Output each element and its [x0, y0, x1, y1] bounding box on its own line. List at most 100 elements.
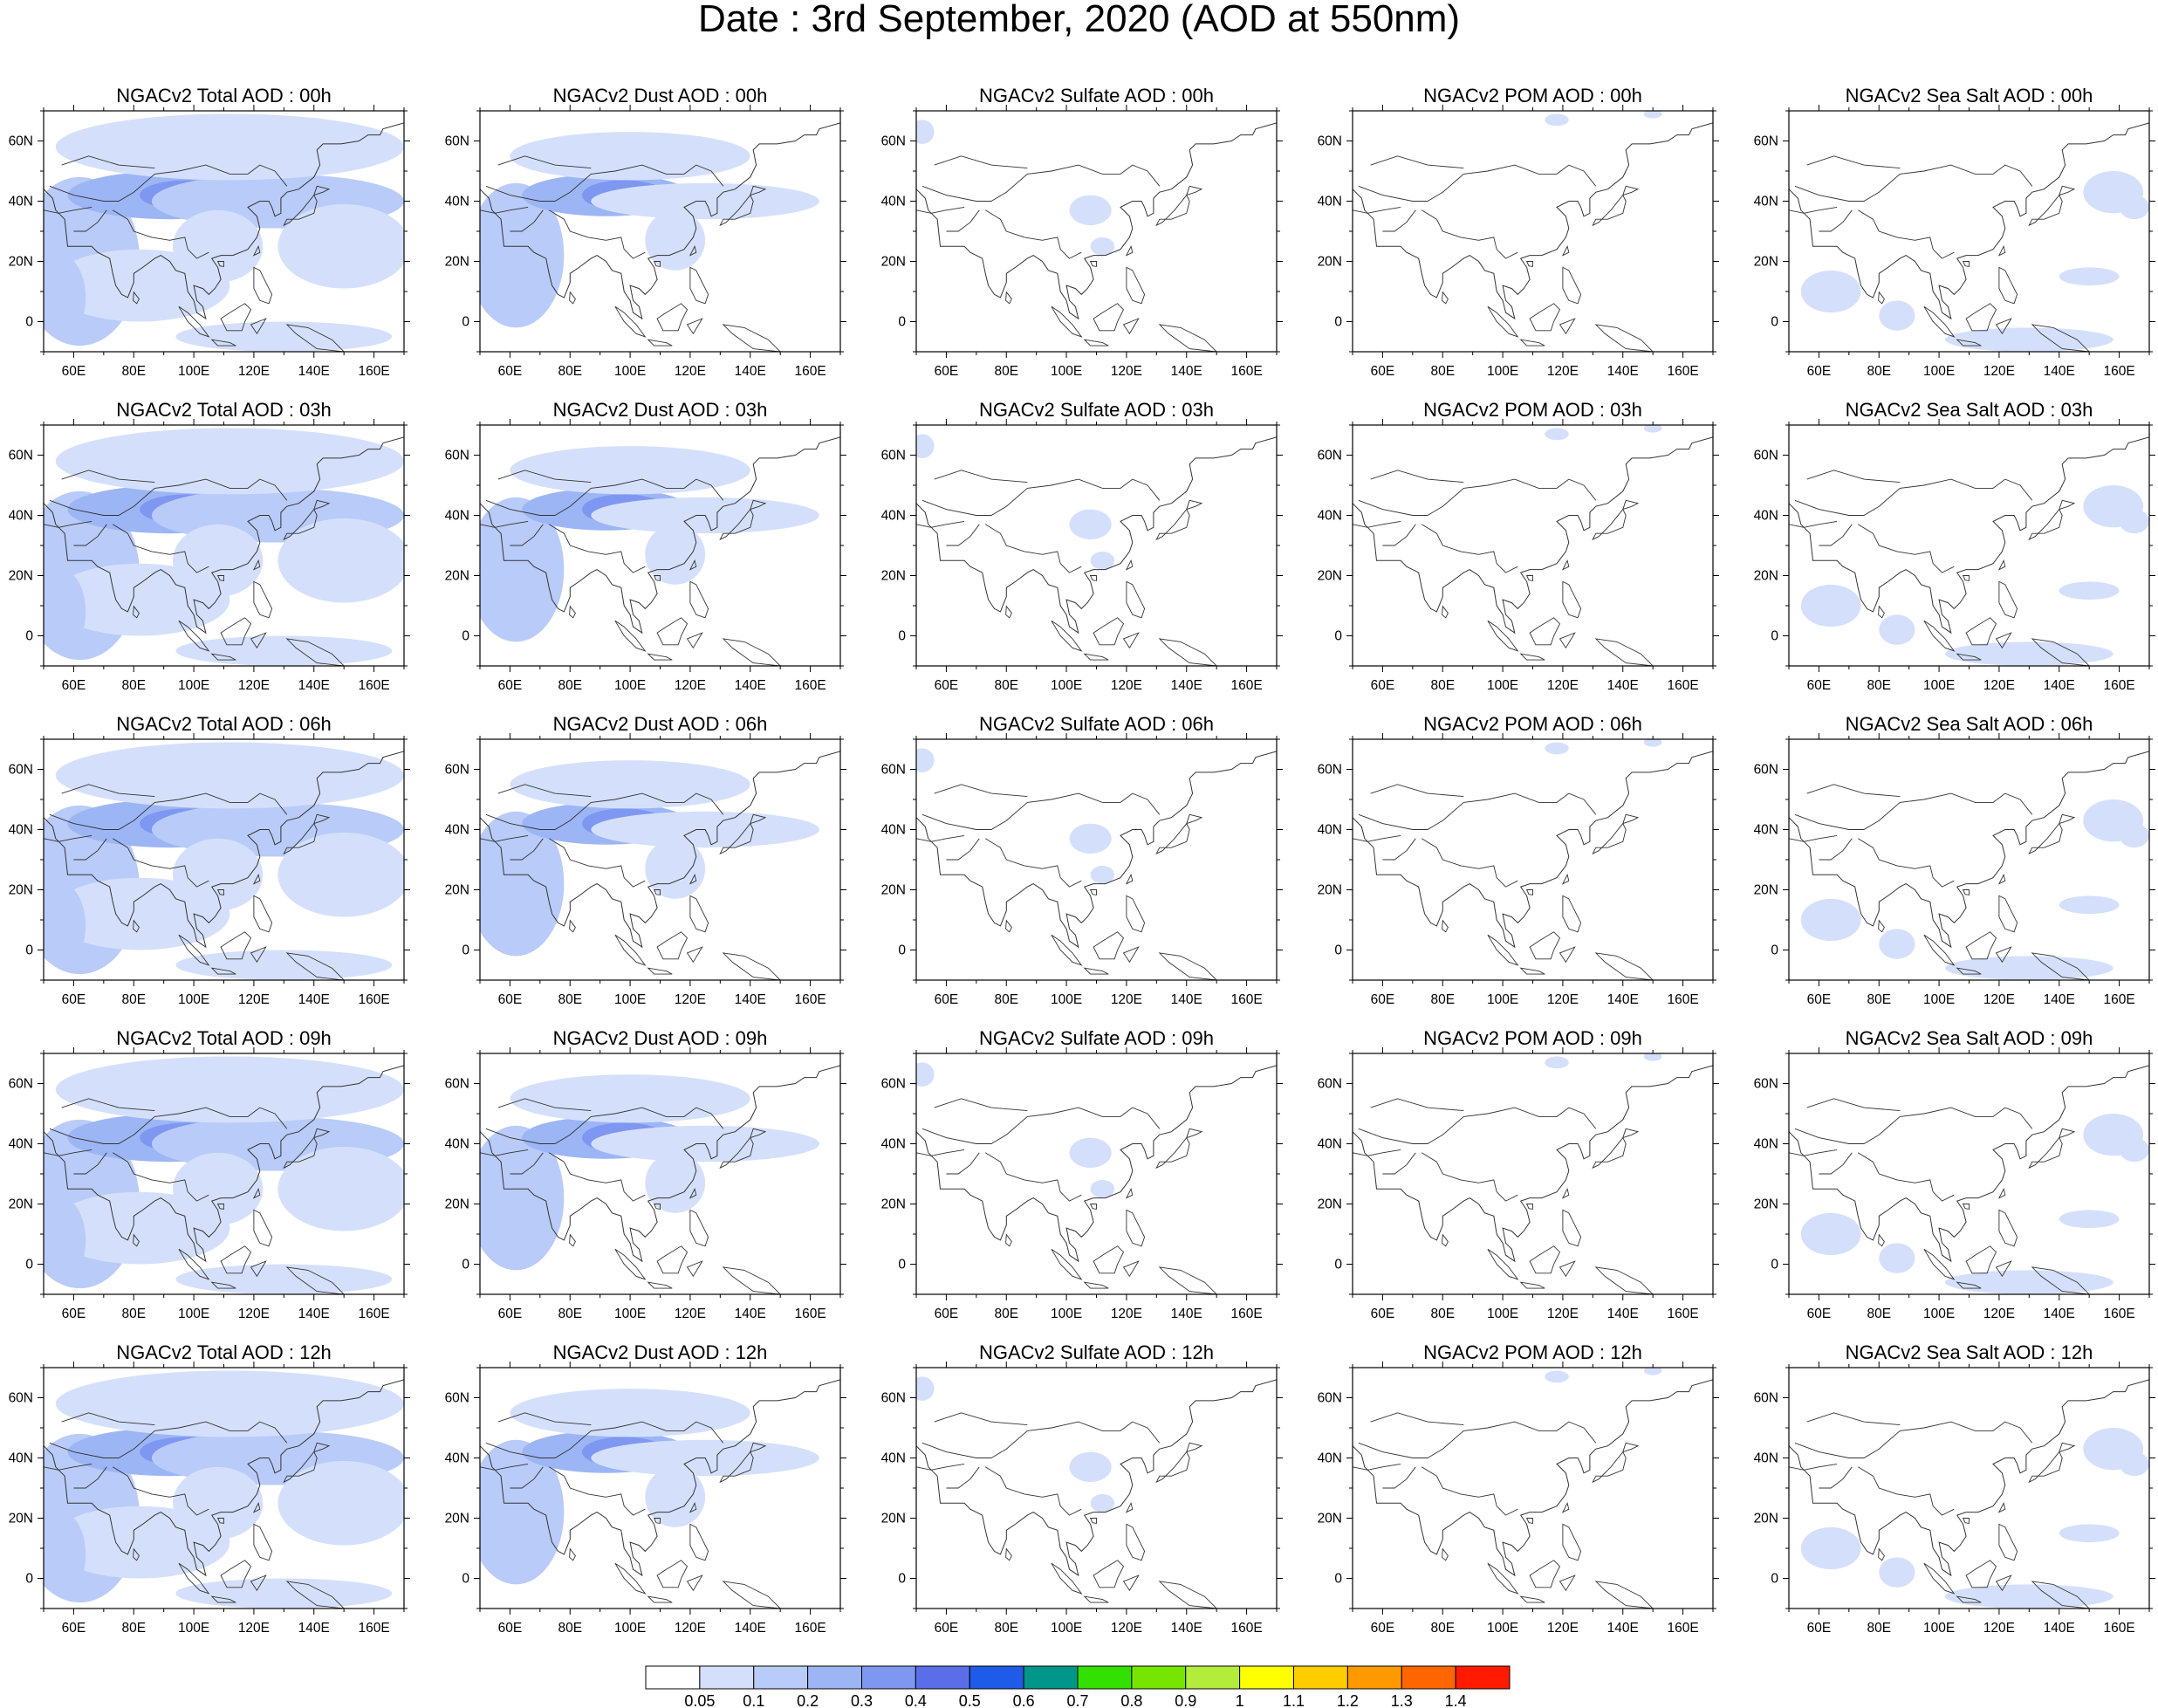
island-outline [1559, 1574, 1576, 1592]
lon-tick-label: 160E [358, 364, 389, 379]
country-border [548, 1152, 646, 1202]
lat-tick-label: 40N [9, 1137, 33, 1152]
lon-tick-label: 80E [121, 364, 146, 379]
lon-tick-label: 100E [178, 364, 209, 379]
island-outline [250, 1574, 267, 1592]
map-panel: NGACv2 Total AOD : 09h 60N 40N 20N 0 60E 80E 10… [9, 1027, 410, 1321]
panel-title: NGACv2 Sulfate AOD : 06h [979, 713, 1214, 735]
island-outline [1093, 931, 1125, 960]
island-outline [178, 620, 210, 652]
lon-tick-label: 80E [1430, 992, 1455, 1007]
lat-tick-label: 60N [881, 134, 906, 149]
lon-tick-label: 100E [1051, 1621, 1082, 1636]
island-outline [1965, 1560, 1997, 1588]
lon-tick-label: 140E [1171, 1307, 1202, 1321]
island-outline [1186, 1128, 1203, 1139]
colorbar-label: 1.1 [1283, 1692, 1305, 1708]
country-border [1353, 1149, 1401, 1156]
island-outline [1997, 559, 2006, 571]
coastline [44, 1065, 404, 1263]
map-background [916, 739, 1277, 980]
island-outline [252, 1188, 261, 1199]
lon-tick-label: 140E [2044, 1621, 2075, 1636]
island-outline [1089, 261, 1097, 267]
island-outline [1093, 1245, 1125, 1274]
country-border [1857, 1152, 1955, 1202]
island-outline [1562, 266, 1582, 305]
aod-region [175, 1264, 393, 1294]
country-border [946, 1152, 980, 1175]
island-outline [253, 580, 273, 619]
island-outline [2028, 508, 2063, 541]
colorbar-box [1131, 1665, 1187, 1690]
country-border [1370, 155, 1464, 169]
aod-field [1789, 1368, 2149, 1609]
lon-tick-label: 140E [298, 678, 330, 693]
lat-tick-label: 0 [25, 1572, 33, 1587]
island-outline [216, 1518, 224, 1524]
country-border [916, 520, 965, 528]
lon-tick-label: 120E [1983, 1621, 2015, 1636]
lon-tick-label: 80E [994, 992, 1018, 1007]
island-outline [2028, 1451, 2063, 1484]
country-border [112, 1152, 209, 1202]
lat-tick-label: 60N [445, 134, 469, 149]
island-outline [220, 931, 252, 960]
lon-tick-label: 80E [994, 678, 1018, 693]
map-panel: NGACv2 Sea Salt AOD : 00h 60N 40N 20N 0 60E 80… [1754, 85, 2155, 379]
island-outline [1529, 617, 1561, 646]
island-outline [719, 822, 754, 855]
lat-tick-label: 40N [445, 823, 469, 838]
coastline [480, 1065, 840, 1263]
lon-tick-label: 120E [238, 1307, 270, 1321]
aod-region [1944, 327, 2113, 352]
island-outline [1126, 1523, 1146, 1561]
lat-tick-label: 0 [1334, 629, 1342, 644]
map-panel: NGACv2 POM AOD : 09h 60N 40N 20N 0 60E 80E 100E… [1318, 1027, 1719, 1321]
lat-tick-label: 40N [445, 509, 469, 524]
aod-region [1800, 1212, 1861, 1256]
lon-tick-label: 60E [935, 678, 959, 693]
colorbar-box [861, 1665, 916, 1690]
lat-tick-label: 40N [445, 1451, 469, 1466]
island-outline [1923, 1562, 1956, 1595]
country-border [61, 1098, 155, 1112]
country-border [510, 1466, 544, 1489]
aod-region [1069, 1137, 1112, 1169]
lat-tick-label: 40N [445, 1137, 469, 1152]
island-outline [1487, 620, 1519, 652]
lon-tick-label: 60E [62, 364, 86, 379]
coastline [1353, 122, 1713, 320]
aod-region [2059, 895, 2120, 915]
lon-tick-label: 100E [178, 1307, 209, 1321]
aod-region [1069, 823, 1112, 854]
island-outline [1878, 1547, 1885, 1561]
aod-field [1353, 1368, 1713, 1609]
island-outline [1561, 559, 1570, 571]
aod-region [1944, 1270, 2113, 1294]
colorbar-box [915, 1665, 970, 1690]
lat-tick-label: 60N [1318, 449, 1342, 463]
map-background [1789, 739, 2149, 980]
island-outline [133, 919, 140, 933]
country-border [112, 1466, 209, 1516]
island-outline [569, 1547, 576, 1561]
lon-tick-label: 140E [735, 1307, 766, 1321]
island-outline [178, 1562, 210, 1595]
island-outline [178, 1248, 210, 1280]
country-border [1358, 164, 1597, 202]
country-border [73, 838, 107, 861]
island-outline [1559, 1260, 1576, 1278]
country-border [510, 524, 544, 546]
lat-tick-label: 40N [1318, 195, 1342, 209]
panel-title: NGACv2 Sea Salt AOD : 00h [1846, 85, 2093, 106]
island-outline [313, 1442, 331, 1453]
island-outline [1562, 1523, 1582, 1561]
island-outline [1965, 1245, 1997, 1274]
lon-tick-label: 120E [1547, 1307, 1579, 1321]
island-outline [722, 638, 781, 666]
aod-region [55, 742, 404, 809]
lat-tick-label: 40N [445, 195, 469, 209]
map-background [916, 1368, 1277, 1609]
island-outline [689, 874, 697, 885]
